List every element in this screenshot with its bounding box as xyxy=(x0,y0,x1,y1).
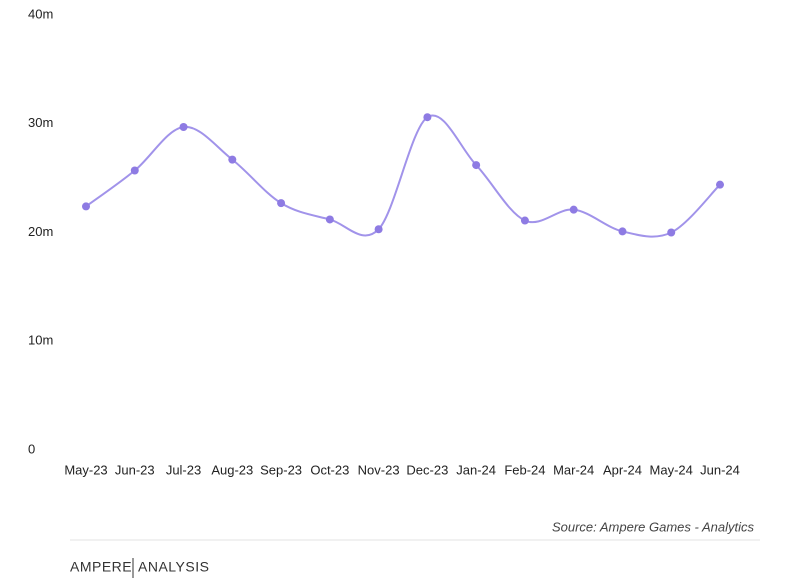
point xyxy=(667,228,676,237)
x-tick-label: Oct-23 xyxy=(310,462,349,477)
point xyxy=(374,225,383,234)
point xyxy=(716,180,724,189)
y-tick-label: 40m xyxy=(28,6,53,21)
point xyxy=(520,216,529,225)
x-tick-label: Jun-23 xyxy=(115,462,155,477)
point xyxy=(423,113,432,122)
point xyxy=(569,205,578,214)
y-tick-label: 30m xyxy=(28,115,53,130)
line xyxy=(85,114,721,238)
x-tick-label: Jul-23 xyxy=(166,462,201,477)
x-tick-label: May-23 xyxy=(64,462,107,477)
y-tick-label: 10m xyxy=(28,333,53,348)
x-tick-label: Apr-24 xyxy=(603,462,642,477)
brand-left: AMPERE xyxy=(70,559,132,575)
x-tick-label: Sep-23 xyxy=(260,462,302,477)
point xyxy=(472,161,481,170)
point xyxy=(82,202,90,211)
x-tick-label: Nov-23 xyxy=(358,462,400,477)
point xyxy=(228,155,237,164)
point xyxy=(325,215,334,224)
point xyxy=(277,199,286,208)
point xyxy=(618,227,627,236)
x-tick-label: Mar-24 xyxy=(553,462,594,477)
y-tick-label: 20m xyxy=(28,224,53,239)
brand-right: ANALYSIS xyxy=(138,559,209,575)
x-tick-label: Jun-24 xyxy=(700,462,740,477)
x-tick-label: Aug-23 xyxy=(211,462,253,477)
y-tick-label: 0 xyxy=(28,441,35,456)
point xyxy=(179,123,188,132)
x-tick-label: Dec-23 xyxy=(406,462,448,477)
source-note: Source: Ampere Games - Analytics xyxy=(552,519,755,534)
x-tick-label: Feb-24 xyxy=(504,462,545,477)
x-tick-label: May-24 xyxy=(650,462,693,477)
x-tick-label: Jan-24 xyxy=(456,462,496,477)
point xyxy=(130,166,139,175)
